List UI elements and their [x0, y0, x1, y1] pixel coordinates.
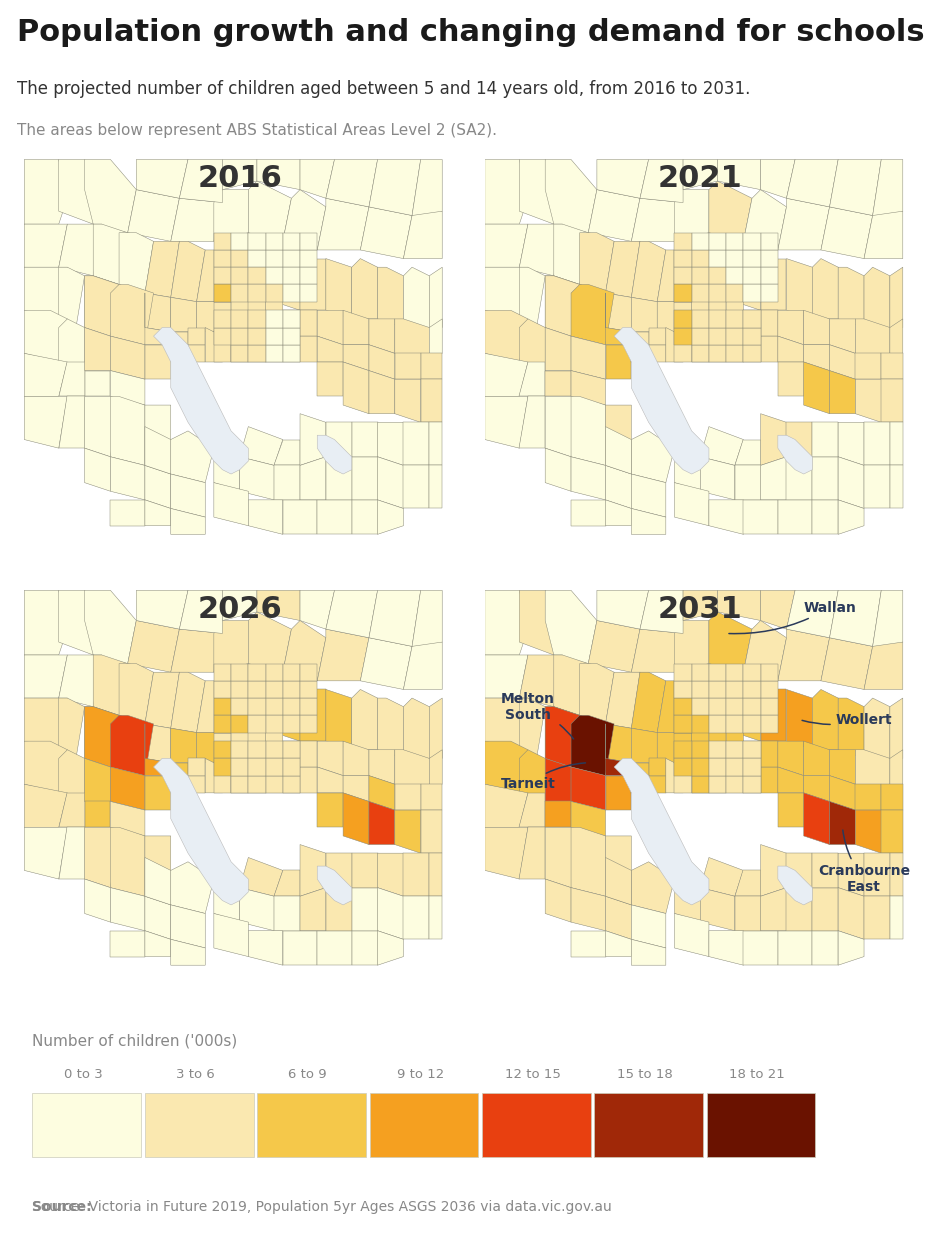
Text: 6 to 9: 6 to 9 [289, 1067, 327, 1081]
Polygon shape [153, 759, 248, 905]
Text: 2016: 2016 [197, 163, 282, 193]
Text: 0 to 3: 0 to 3 [64, 1067, 102, 1081]
FancyBboxPatch shape [145, 1093, 254, 1158]
Text: Melton
South: Melton South [501, 692, 573, 739]
Text: Source:: Source: [32, 1200, 92, 1214]
Polygon shape [318, 867, 352, 905]
Text: The projected number of children aged between 5 and 14 years old, from 2016 to 2: The projected number of children aged be… [17, 80, 750, 98]
Polygon shape [318, 436, 352, 474]
Polygon shape [614, 328, 709, 474]
Text: 3 to 6: 3 to 6 [176, 1067, 214, 1081]
FancyBboxPatch shape [369, 1093, 478, 1158]
Text: Cranbourne
East: Cranbourne East [818, 831, 910, 894]
Text: 15 to 18: 15 to 18 [617, 1067, 673, 1081]
Polygon shape [778, 867, 812, 905]
Text: 9 to 12: 9 to 12 [397, 1067, 444, 1081]
Text: 2021: 2021 [658, 163, 743, 193]
Text: Wollert: Wollert [802, 713, 892, 727]
Text: Source: Victoria in Future 2019, Population 5yr Ages ASGS 2036 via data.vic.gov.: Source: Victoria in Future 2019, Populat… [32, 1200, 612, 1214]
Text: 18 to 21: 18 to 21 [729, 1067, 785, 1081]
Text: Population growth and changing demand for schools: Population growth and changing demand fo… [17, 17, 924, 47]
FancyBboxPatch shape [32, 1093, 141, 1158]
FancyBboxPatch shape [707, 1093, 816, 1158]
Text: 12 to 15: 12 to 15 [505, 1067, 560, 1081]
Text: The areas below represent ABS Statistical Areas Level 2 (SA2).: The areas below represent ABS Statistica… [17, 123, 496, 137]
Text: Wallan: Wallan [728, 600, 856, 634]
Polygon shape [153, 328, 248, 474]
Text: 2031: 2031 [658, 594, 743, 624]
Polygon shape [778, 436, 812, 474]
FancyBboxPatch shape [482, 1093, 590, 1158]
Text: 2026: 2026 [197, 594, 282, 624]
Text: Number of children ('000s): Number of children ('000s) [32, 1034, 238, 1049]
FancyBboxPatch shape [594, 1093, 703, 1158]
FancyBboxPatch shape [258, 1093, 366, 1158]
Text: Tarneit: Tarneit [500, 763, 586, 791]
Polygon shape [614, 759, 709, 905]
